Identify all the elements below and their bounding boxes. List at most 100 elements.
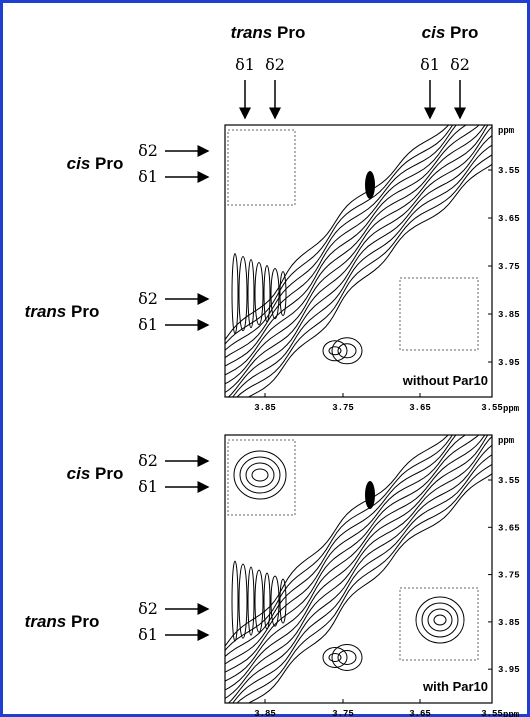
- contour: [225, 435, 457, 658]
- x-tick-label: 3.55: [481, 403, 503, 413]
- contour: [233, 450, 287, 500]
- delta-label: δ2: [450, 55, 470, 74]
- contour: [238, 256, 248, 332]
- x-tick-label: 3.55: [481, 709, 503, 717]
- contour: [245, 462, 275, 488]
- contour: [270, 575, 280, 627]
- x-tick-label: 3.65: [409, 403, 431, 413]
- spectrum: [225, 125, 492, 397]
- y-tick-label: 3.75: [498, 571, 520, 581]
- contour: [247, 163, 492, 397]
- y-tick-label: 3.95: [498, 358, 520, 368]
- contour: [263, 572, 271, 630]
- contour: [337, 343, 357, 359]
- contour: [239, 456, 281, 494]
- contour: [415, 596, 465, 644]
- contour: [225, 435, 449, 647]
- isomer-name: cis: [422, 23, 446, 42]
- isomer-label: cis Pro: [422, 23, 479, 42]
- isomer-word: Pro: [277, 23, 305, 42]
- delta-label: δ1: [138, 477, 158, 496]
- contour: [247, 473, 492, 703]
- delta-label: δ1: [138, 167, 158, 186]
- contour: [331, 643, 363, 671]
- contour: [225, 125, 457, 351]
- x-unit: ppm: [503, 404, 520, 414]
- contour: [331, 337, 363, 365]
- contour: [263, 265, 271, 323]
- contour: [365, 481, 375, 509]
- x-tick-label: 3.75: [332, 403, 354, 413]
- contour: [254, 569, 264, 633]
- contour: [232, 454, 492, 703]
- contour: [247, 259, 255, 329]
- isomer-name: cis: [67, 154, 91, 173]
- contour: [322, 340, 348, 362]
- contour: [328, 652, 342, 662]
- spectrum: [225, 435, 492, 703]
- isomer-label: trans Pro: [25, 612, 100, 631]
- y-unit: ppm: [498, 126, 515, 136]
- contour: [270, 268, 280, 320]
- contour: [232, 144, 492, 397]
- contour: [225, 435, 467, 665]
- contour: [421, 602, 459, 638]
- contour: [225, 125, 486, 376]
- panel-note: with Par10: [422, 679, 488, 694]
- contour: [322, 646, 348, 668]
- contour: [227, 134, 492, 397]
- delta-label: δ1: [235, 55, 255, 74]
- contour: [433, 614, 447, 626]
- isomer-name: trans: [231, 23, 273, 42]
- contour: [225, 125, 454, 345]
- contour: [427, 608, 453, 632]
- dotted-box: [399, 587, 479, 661]
- contour: [225, 125, 489, 385]
- contour: [225, 125, 467, 359]
- x-unit: ppm: [503, 710, 520, 717]
- contour: [279, 271, 287, 317]
- panel-note: without Par10: [402, 373, 488, 388]
- x-tick-label: 3.65: [409, 709, 431, 717]
- isomer-name: trans: [25, 612, 67, 631]
- y-tick-label: 3.95: [498, 665, 520, 675]
- isomer-word: Pro: [71, 302, 99, 321]
- y-tick-label: 3.55: [498, 166, 520, 176]
- panel-border: [224, 124, 493, 398]
- contour: [279, 578, 287, 624]
- contour: [225, 125, 492, 394]
- isomer-label: cis Pro: [67, 464, 124, 483]
- panel-border: [224, 434, 493, 704]
- contour: [231, 560, 239, 642]
- contour: [236, 154, 492, 397]
- y-tick-label: 3.85: [498, 310, 520, 320]
- isomer-word: Pro: [450, 23, 478, 42]
- contour: [236, 463, 492, 703]
- y-tick-label: 3.65: [498, 523, 520, 533]
- contour: [365, 171, 375, 199]
- contour: [231, 253, 239, 335]
- contour: [254, 262, 264, 326]
- x-tick-label: 3.85: [254, 403, 276, 413]
- contour: [225, 435, 492, 700]
- delta-label: δ2: [138, 289, 158, 308]
- dotted-box: [227, 129, 296, 206]
- isomer-word: Pro: [71, 612, 99, 631]
- delta-label: δ1: [420, 55, 440, 74]
- contour: [251, 468, 269, 482]
- y-tick-label: 3.75: [498, 262, 520, 272]
- isomer-word: Pro: [95, 154, 123, 173]
- isomer-label: trans Pro: [231, 23, 306, 42]
- delta-label: δ2: [138, 599, 158, 618]
- dotted-box: [227, 439, 296, 516]
- contour: [328, 346, 342, 356]
- x-tick-label: 3.85: [254, 709, 276, 717]
- contour: [225, 435, 489, 691]
- delta-label: δ2: [138, 141, 158, 160]
- isomer-name: cis: [67, 464, 91, 483]
- delta-label: δ2: [265, 55, 285, 74]
- contour: [225, 435, 480, 673]
- contour: [227, 444, 492, 703]
